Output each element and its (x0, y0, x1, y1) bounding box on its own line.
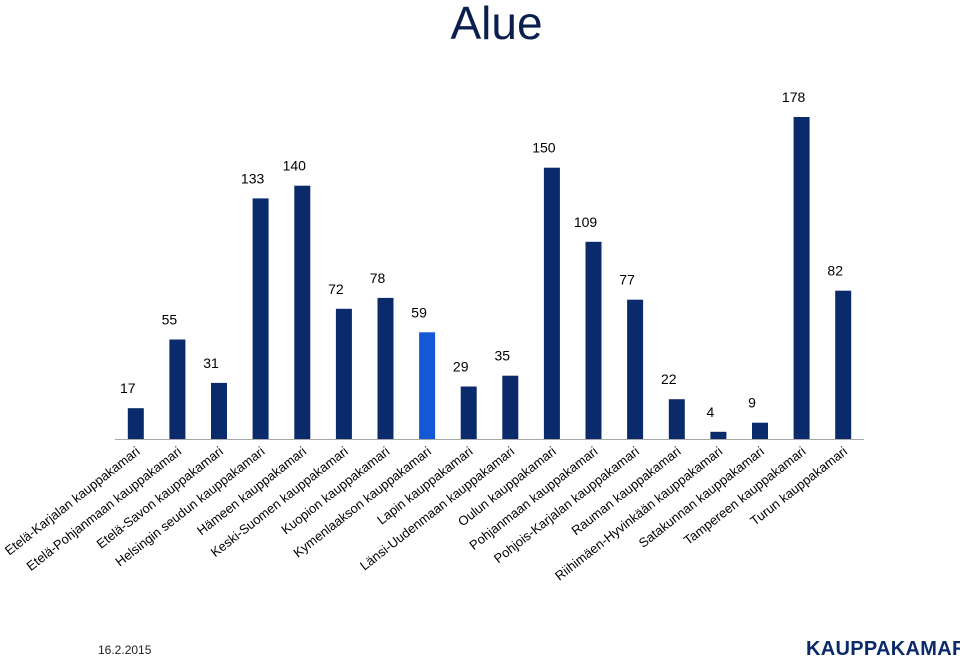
bar (627, 299, 644, 439)
bar (752, 422, 768, 439)
data-label: 77 (619, 272, 635, 288)
data-labels-group: 17 55 31 133 140 72 78 59 29 35 150 109 77 22 4 9 178 82 (120, 89, 843, 420)
bar (335, 308, 352, 439)
data-label: 78 (370, 270, 386, 286)
data-label: 35 (495, 348, 511, 364)
bar (543, 167, 560, 439)
bar (211, 382, 227, 439)
bar-chart: 175531133140727859293515010977224917882 … (2, 89, 864, 583)
category-labels-group: Etelä-Karjalan kauppakamariEtelä-Pohjanm… (2, 443, 850, 583)
data-label: 17 (120, 380, 136, 396)
bars-group (127, 117, 852, 439)
kauppakamari-logo: KAUPPAKAMARI (806, 638, 960, 660)
bar (419, 332, 436, 439)
bar (169, 339, 186, 439)
bar (377, 297, 394, 439)
data-label: 31 (203, 355, 219, 371)
data-label: 55 (162, 312, 178, 328)
data-label: 72 (328, 281, 344, 297)
bar (460, 386, 477, 439)
footer-date: 16.2.2015 (98, 643, 152, 657)
bar (502, 375, 519, 439)
data-label: 29 (453, 359, 469, 375)
bar (710, 431, 727, 439)
data-label: 9 (748, 395, 756, 411)
bar (668, 399, 685, 439)
bar (585, 241, 602, 439)
bar (294, 185, 311, 439)
data-label: 140 (283, 158, 307, 174)
data-label: 82 (827, 263, 843, 279)
data-label: 59 (411, 304, 427, 320)
bar (252, 198, 269, 439)
data-label: 133 (241, 170, 265, 186)
data-label: 178 (782, 89, 806, 105)
bar (793, 117, 810, 439)
category-label: Etelä-Pohjanmaan kauppakamari (24, 443, 185, 573)
bar (127, 408, 144, 439)
chart-title: Alue (450, 0, 543, 49)
data-label: 150 (532, 140, 556, 156)
data-label: 4 (707, 404, 715, 420)
bar (835, 290, 852, 439)
data-label: 22 (661, 371, 677, 387)
data-label: 109 (574, 214, 598, 230)
